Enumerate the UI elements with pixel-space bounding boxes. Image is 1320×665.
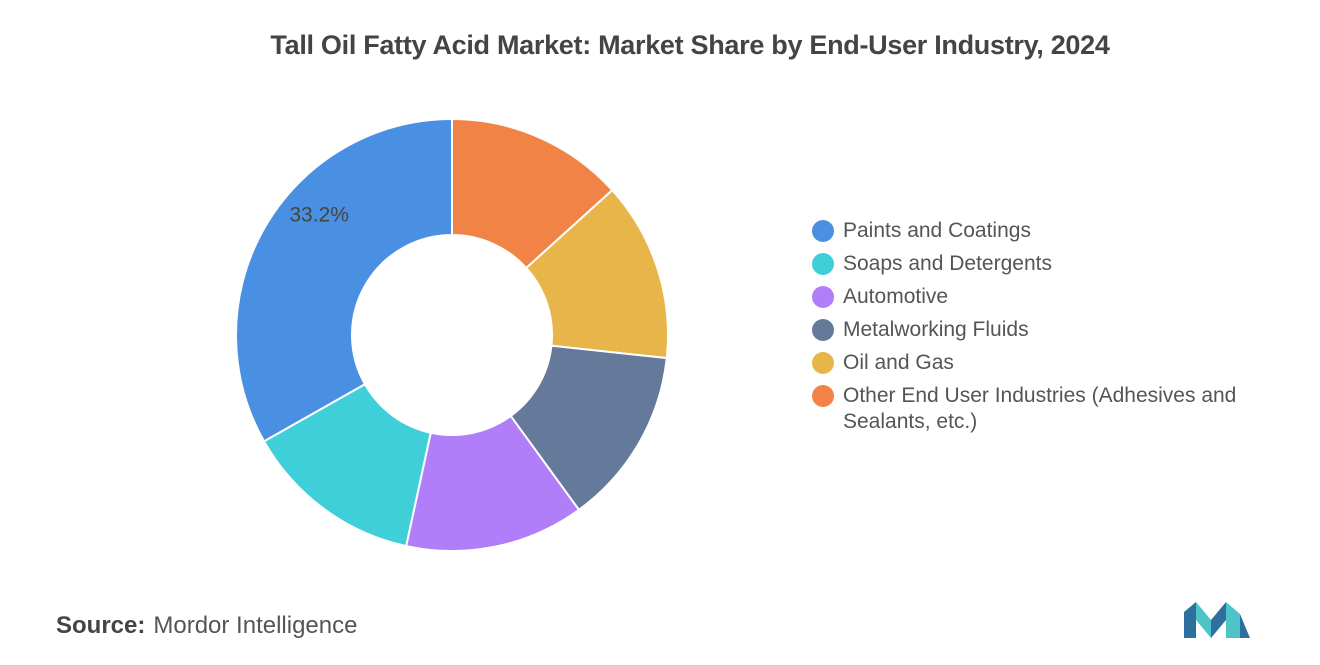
- legend-item-2: Soaps and Detergents: [812, 251, 1282, 277]
- donut-slices: [235, 117, 669, 552]
- legend-swatch: [812, 385, 834, 407]
- chart-title: Tall Oil Fatty Acid Market: Market Share…: [270, 30, 1110, 60]
- legend-label: Automotive: [843, 285, 949, 308]
- legend-label: Other End User Industries (Adhesives and…: [843, 384, 1237, 433]
- brand-logo: [1184, 602, 1250, 638]
- legend-label: Oil and Gas: [843, 351, 954, 374]
- legend-swatch: [812, 352, 834, 374]
- source-note: Source: Mordor Intelligence: [56, 612, 357, 640]
- legend-item-4: Metalworking Fluids: [812, 317, 1282, 343]
- legend-swatch: [812, 286, 834, 308]
- legend-swatch: [812, 220, 834, 242]
- legend-item-1: Paints and Coatings: [812, 218, 1282, 244]
- source-key: Source:: [56, 612, 146, 639]
- legend-label: Paints and Coatings: [843, 219, 1031, 242]
- legend-swatch: [812, 319, 834, 341]
- legend-label: Metalworking Fluids: [843, 318, 1029, 341]
- donut-data-labels: 33.2%: [289, 204, 349, 227]
- legend-item-3: Automotive: [812, 284, 1282, 310]
- legend-label: Soaps and Detergents: [843, 252, 1052, 275]
- data-label-1: 33.2%: [289, 204, 349, 227]
- source-value: Mordor Intelligence: [153, 612, 358, 639]
- legend-item-6: Other End User Industries (Adhesives and…: [812, 383, 1282, 435]
- chart-legend: Paints and Coatings Soaps and Detergents A…: [812, 218, 1282, 442]
- donut-slice-1: [235, 117, 453, 443]
- legend-swatch: [812, 253, 834, 275]
- donut-slice-6: [451, 117, 614, 270]
- legend-item-5: Oil and Gas: [812, 350, 1282, 376]
